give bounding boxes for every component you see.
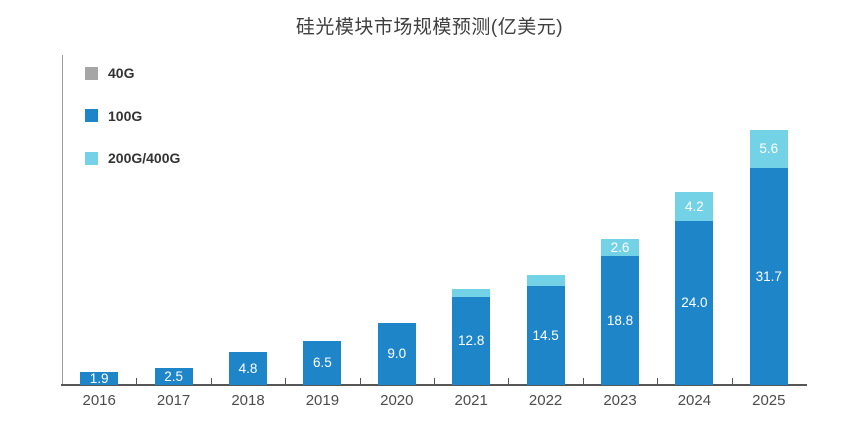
x-tick-label-2019: 2019 [305,392,340,409]
x-axis-line [61,384,807,386]
legend-label: 40G [108,65,135,81]
axis-tick [285,378,287,384]
legend-swatch-icon [85,151,98,165]
axis-tick [731,378,733,384]
bar-segment-100g-2025: 31.7 [749,168,788,385]
axis-tick [210,378,212,384]
x-tick-label-2021: 2021 [454,392,488,409]
bar-segment-100g-2024: 24.0 [675,220,714,385]
bar-value-label: 1.9 [89,370,109,386]
bar-segment-100g-2020: 9.0 [377,323,416,385]
bar-segment-100g-2018: 4.8 [229,352,267,385]
bar-value-label: 4.8 [238,360,258,376]
axis-tick [508,378,510,384]
axis-tick [359,378,361,384]
bar-segment-200g-400g-2021 [452,289,491,298]
chart-title: 硅光模块市场规模预测(亿美元) [295,17,564,38]
legend-item-200g-400g: 200G/400G [85,150,180,166]
bar-value-label: 6.5 [313,355,332,371]
bar-segment-100g-2022: 14.5 [526,285,565,385]
y-axis-line [62,55,63,385]
legend-item-100g: 100G [85,108,142,124]
bar-segment-200g-400g-2025: 5.6 [749,130,788,169]
bar-value-label: 31.7 [755,268,782,284]
bar-segment-200g-400g-2022 [526,274,565,286]
bar-segment-200g-400g-2023: 2.6 [601,238,639,257]
x-tick-label-2017: 2017 [156,392,191,409]
bar-value-label: 12.8 [458,333,485,349]
bar-segment-100g-2019: 6.5 [303,340,342,385]
legend-label: 200G/400G [108,150,181,166]
x-tick-label-2022: 2022 [528,392,563,409]
bar-segment-100g-2017: 2.5 [154,367,193,385]
bar-value-label: 18.8 [606,312,634,328]
x-tick-label-2016: 2016 [82,392,116,409]
bar-value-label: 5.6 [759,141,779,157]
x-tick-label-2023: 2023 [603,392,637,409]
axis-tick [582,378,584,384]
bar-segment-200g-400g-2024: 4.2 [675,192,714,221]
x-tick-label-2025: 2025 [752,392,786,409]
bar-value-label: 24.0 [681,295,708,311]
legend-item-40g: 40G [85,65,134,81]
bar-value-label: 2.5 [164,368,183,384]
bar-segment-100g-2016: 1.9 [80,370,119,386]
axis-tick [434,378,435,384]
legend-swatch-icon [85,109,98,122]
axis-tick [136,378,138,384]
bar-value-label: 2.6 [610,239,630,255]
bar-segment-100g-2023: 18.8 [601,256,639,385]
legend-swatch-icon [85,66,98,80]
x-tick-label-2024: 2024 [677,392,712,409]
bar-segment-100g-2021: 12.8 [452,297,491,385]
x-tick-label-2018: 2018 [231,392,265,409]
x-tick-label-2020: 2020 [380,392,414,409]
legend-label: 100G [108,107,143,124]
bar-value-label: 9.0 [387,346,407,362]
bar-value-label: 14.5 [532,327,559,343]
bar-value-label: 4.2 [685,198,704,214]
axis-tick [657,378,659,384]
